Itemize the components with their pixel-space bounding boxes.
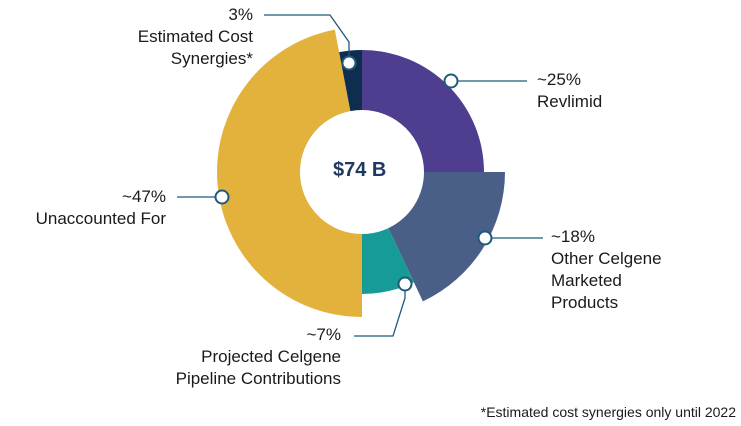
slice-value-pipeline: ~7% <box>306 325 342 344</box>
slice-label-pipeline: ~7% Projected Celgene Pipeline Contribut… <box>176 324 341 390</box>
slice-value-other-marketed: ~18% <box>551 227 595 246</box>
slice-value-revlimid: ~25% <box>537 70 581 89</box>
slice-other_marketed <box>388 172 505 302</box>
slice-name-pipeline-line1: Projected Celgene <box>201 347 341 366</box>
slice-value-unaccounted: ~47% <box>122 187 166 206</box>
leader-marker-unaccounted <box>214 189 230 205</box>
slice-name-pipeline-line2: Pipeline Contributions <box>175 369 341 388</box>
slice-name-unaccounted: Unaccounted For <box>35 209 166 228</box>
leader-marker-synergies <box>341 55 357 71</box>
leader-marker-other_marketed <box>477 230 493 246</box>
center-total-label: $74 B <box>333 159 387 181</box>
slice-label-unaccounted: ~47% Unaccounted For <box>36 186 166 230</box>
slice-name-synergies-line1: Estimated Cost <box>137 27 253 46</box>
leader-line-synergies <box>264 14 350 63</box>
slice-name-synergies-line2: Synergies* <box>170 49 253 68</box>
slice-unaccounted <box>217 29 362 317</box>
slice-name-other-marketed-line2: Marketed <box>551 271 622 290</box>
slice-name-other-marketed-line3: Products <box>551 293 619 312</box>
slice-label-revlimid: ~25% Revlimid <box>537 69 602 113</box>
leader-marker-pipeline <box>397 276 413 292</box>
slice-name-other-marketed-line1: Other Celgene <box>551 249 662 268</box>
leader-marker-revlimid <box>443 73 459 89</box>
slice-name-revlimid: Revlimid <box>537 92 603 111</box>
slice-pipeline <box>362 228 414 294</box>
slice-revlimid <box>362 50 484 172</box>
footnote: *Estimated cost synergies only until 202… <box>480 404 736 420</box>
slice-value-synergies: 3% <box>228 5 253 24</box>
slice-label-other-marketed: ~18% Other Celgene Marketed Products <box>551 226 662 314</box>
slice-label-synergies: 3% Estimated Cost Synergies* <box>138 4 253 70</box>
